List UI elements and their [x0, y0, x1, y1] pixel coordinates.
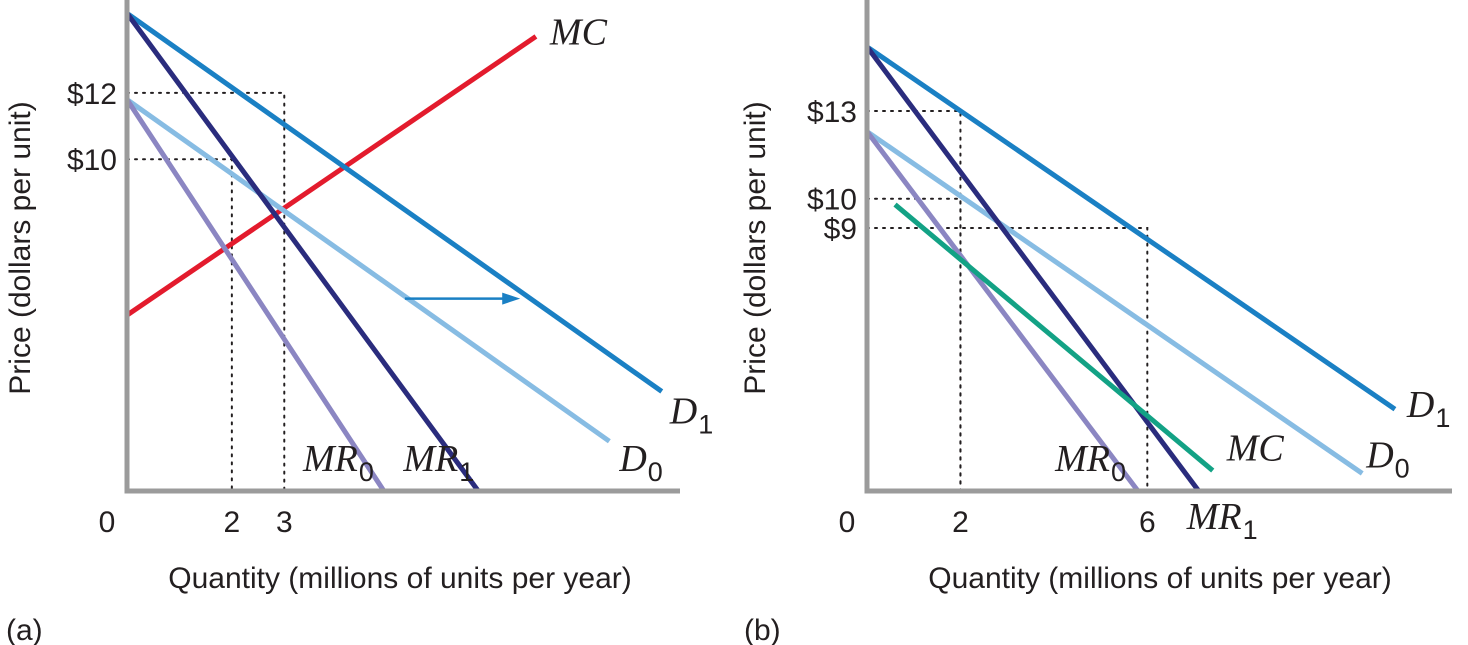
- curve-mc: [125, 34, 538, 318]
- curve-d1: [125, 11, 664, 394]
- dotted-guide: [866, 110, 962, 492]
- dotted-guide: [866, 197, 962, 492]
- origin-label: 0: [839, 506, 856, 539]
- panel-label: (b): [744, 614, 781, 645]
- x-tick-label: 6: [1139, 506, 1156, 539]
- curve-mr1: [124, 11, 481, 493]
- origin-label: 0: [99, 506, 116, 539]
- x-tick-label: 2: [224, 506, 241, 539]
- curve-label-mr1: MR1: [402, 438, 474, 487]
- y-axis-title: Price (dollars per unit): [4, 101, 37, 394]
- curve-mr0: [124, 98, 386, 493]
- x-axis-title: Quantity (millions of units per year): [928, 562, 1392, 595]
- curve-label-mc_b: MC: [1226, 428, 1285, 470]
- x-axis-title: Quantity (millions of units per year): [168, 562, 632, 595]
- curve-d0: [865, 129, 1364, 476]
- y-axis-title: Price (dollars per unit): [739, 101, 772, 394]
- curve-d1: [865, 44, 1397, 412]
- x-tick-label: 2: [952, 506, 969, 539]
- curve-mr0: [865, 130, 1140, 493]
- dotted-guide: [866, 226, 1149, 492]
- y-tick-label: $10: [67, 144, 117, 177]
- curve-mc-b: [893, 202, 1215, 473]
- y-tick-label: $9: [824, 213, 857, 246]
- curve-label-mr1: MR1: [1186, 496, 1258, 545]
- axes: [864, 0, 1452, 494]
- curve-label-d1: D1: [669, 390, 713, 439]
- curve-d0: [125, 97, 611, 444]
- curve-mr1: [864, 45, 1201, 493]
- panel-label: (a): [6, 614, 43, 645]
- curve-label-d0: D0: [618, 438, 662, 487]
- y-tick-label: $12: [67, 78, 117, 111]
- curve-label-mr0: MR0: [302, 438, 374, 487]
- y-tick-label: $10: [807, 184, 857, 217]
- arrow-head-icon: [502, 292, 521, 305]
- curve-label-d1: D1: [1406, 384, 1450, 433]
- axes: [124, 0, 680, 494]
- curve-label-mc: MC: [549, 11, 608, 53]
- curve-label-mr0: MR0: [1054, 438, 1126, 487]
- y-tick-label: $13: [807, 96, 857, 129]
- dotted-guide: [126, 158, 233, 492]
- curve-label-d0: D0: [1365, 434, 1409, 483]
- x-tick-label: 3: [276, 506, 293, 539]
